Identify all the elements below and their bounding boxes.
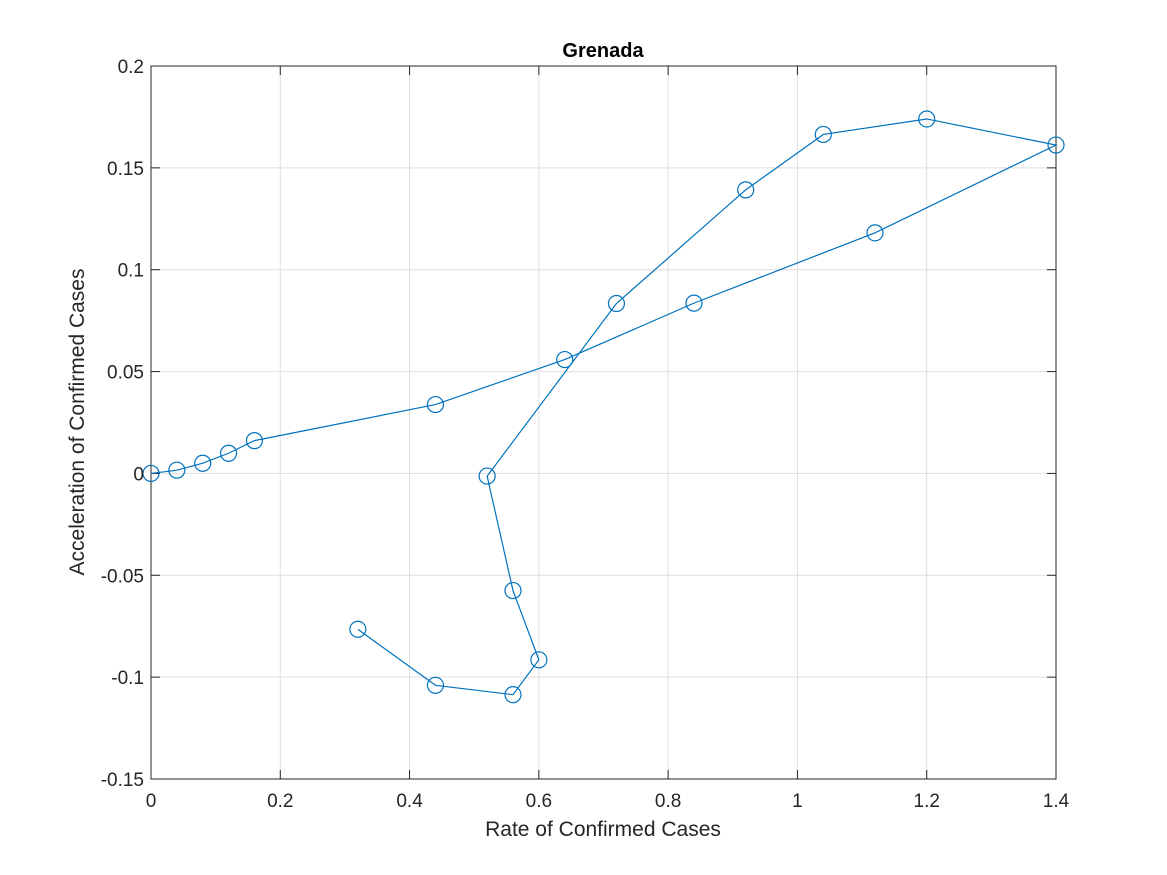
axes-box (150, 65, 1057, 780)
data-point-marker (866, 224, 884, 242)
y-tick-label: 0.15 (107, 159, 144, 180)
data-point-marker (504, 686, 522, 704)
y-axis-title: Acceleration of Confirmed Cases (66, 269, 89, 576)
data-point-marker (685, 294, 703, 312)
y-tick-label: 0.05 (107, 363, 144, 384)
y-tick-label: 0.2 (118, 57, 144, 78)
plot-area (142, 65, 1065, 780)
x-tick-label: 0.4 (396, 791, 423, 812)
data-point-marker (194, 454, 212, 472)
series-layer (142, 110, 1065, 704)
tick-labels: 0 0.2 0.4 0.6 0.8 1 1.2 1.4 -0.15 -0.1 -0.05 0 0.05 0… (101, 57, 1070, 812)
x-tick-label: 0.2 (267, 791, 293, 812)
x-tick-label: 0.6 (526, 791, 552, 812)
x-tick-label: 0.8 (655, 791, 681, 812)
data-point-marker (1047, 136, 1065, 154)
data-point-marker (918, 110, 936, 128)
data-point-marker (426, 676, 445, 694)
y-tick-label: -0.15 (101, 770, 144, 791)
chart-title: Grenada (562, 40, 644, 62)
y-tick-label: 0 (133, 464, 144, 485)
data-point-marker (530, 651, 548, 669)
data-point-marker (245, 432, 264, 450)
data-point-marker (814, 125, 832, 144)
ticks (150, 65, 1057, 780)
x-tick-label: 1.2 (914, 791, 940, 812)
x-axis-title: Rate of Confirmed Cases (485, 818, 721, 841)
data-point-marker (607, 294, 626, 313)
x-tick-label: 1.4 (1043, 791, 1070, 812)
data-point-marker (737, 181, 755, 199)
y-tick-label: -0.05 (101, 566, 144, 587)
data-point-marker (504, 581, 522, 600)
data-point-marker (168, 461, 186, 479)
axes-frame (150, 65, 1057, 780)
data-point-marker (426, 395, 445, 414)
data-point-marker (349, 620, 367, 638)
x-tick-label: 0 (146, 791, 157, 812)
series-line (150, 118, 1058, 696)
axes-background (151, 66, 1056, 779)
data-point-marker (478, 467, 496, 485)
data-point-marker (219, 444, 238, 462)
data-point-marker (556, 350, 574, 369)
y-tick-label: 0.1 (118, 261, 144, 282)
data-point-marker (142, 464, 160, 483)
y-tick-label: -0.1 (111, 668, 144, 689)
x-tick-label: 1 (792, 791, 803, 812)
